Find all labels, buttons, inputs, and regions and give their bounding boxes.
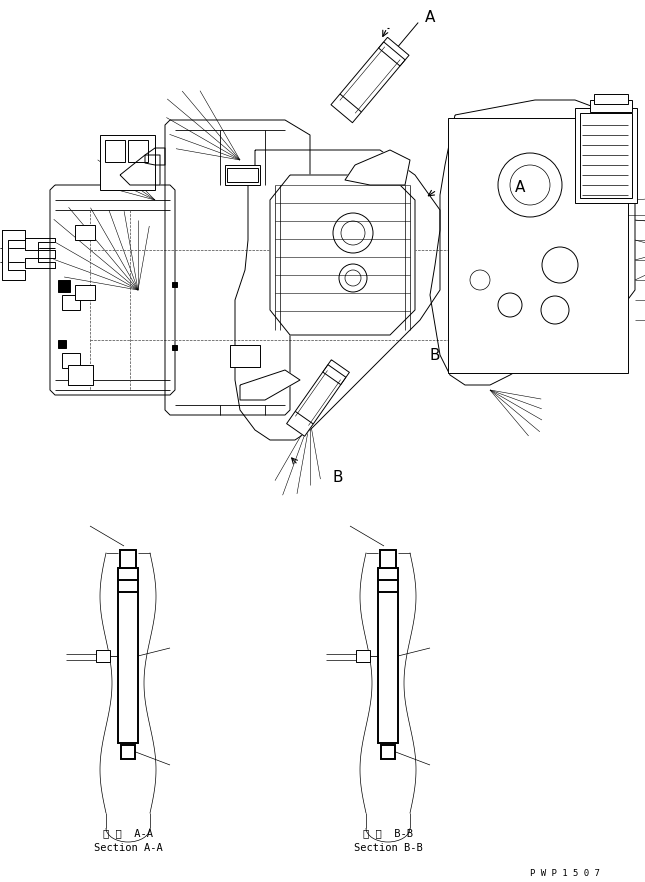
- Bar: [590, 100, 632, 112]
- Bar: [230, 345, 260, 367]
- Bar: [172, 282, 177, 287]
- Polygon shape: [120, 155, 160, 185]
- Text: 断 面  B-B: 断 面 B-B: [363, 828, 413, 838]
- Polygon shape: [145, 148, 165, 165]
- Polygon shape: [331, 37, 409, 123]
- Bar: [58, 280, 70, 292]
- Bar: [96, 650, 110, 662]
- Polygon shape: [50, 185, 175, 395]
- Bar: [62, 295, 80, 310]
- Text: Section B-B: Section B-B: [353, 843, 422, 853]
- Bar: [380, 550, 396, 568]
- Bar: [121, 745, 135, 759]
- Bar: [381, 745, 395, 759]
- Polygon shape: [345, 150, 410, 185]
- Polygon shape: [25, 238, 55, 268]
- Bar: [75, 285, 95, 300]
- Polygon shape: [165, 120, 310, 415]
- Bar: [100, 135, 155, 190]
- Bar: [227, 168, 258, 182]
- Bar: [58, 340, 66, 348]
- Bar: [118, 568, 138, 743]
- Bar: [120, 550, 136, 568]
- Bar: [378, 568, 398, 743]
- Bar: [580, 113, 632, 198]
- Text: A: A: [515, 181, 525, 196]
- Bar: [575, 108, 637, 203]
- Bar: [105, 140, 125, 162]
- Text: P W P 1 5 0 7: P W P 1 5 0 7: [530, 869, 600, 878]
- Polygon shape: [240, 370, 300, 400]
- Bar: [356, 650, 370, 662]
- Polygon shape: [2, 230, 25, 280]
- Polygon shape: [235, 150, 440, 440]
- Polygon shape: [286, 360, 350, 437]
- Bar: [68, 365, 93, 385]
- Bar: [62, 353, 80, 368]
- Bar: [448, 118, 628, 373]
- Text: B: B: [333, 470, 343, 485]
- Bar: [225, 165, 260, 185]
- Text: 断 面  A-A: 断 面 A-A: [103, 828, 153, 838]
- Text: B: B: [430, 348, 441, 363]
- Bar: [128, 140, 148, 162]
- Text: A: A: [425, 11, 435, 26]
- Text: Section A-A: Section A-A: [94, 843, 163, 853]
- Polygon shape: [270, 175, 415, 335]
- Polygon shape: [430, 100, 635, 385]
- Bar: [75, 225, 95, 240]
- Bar: [594, 94, 628, 104]
- Bar: [172, 345, 177, 350]
